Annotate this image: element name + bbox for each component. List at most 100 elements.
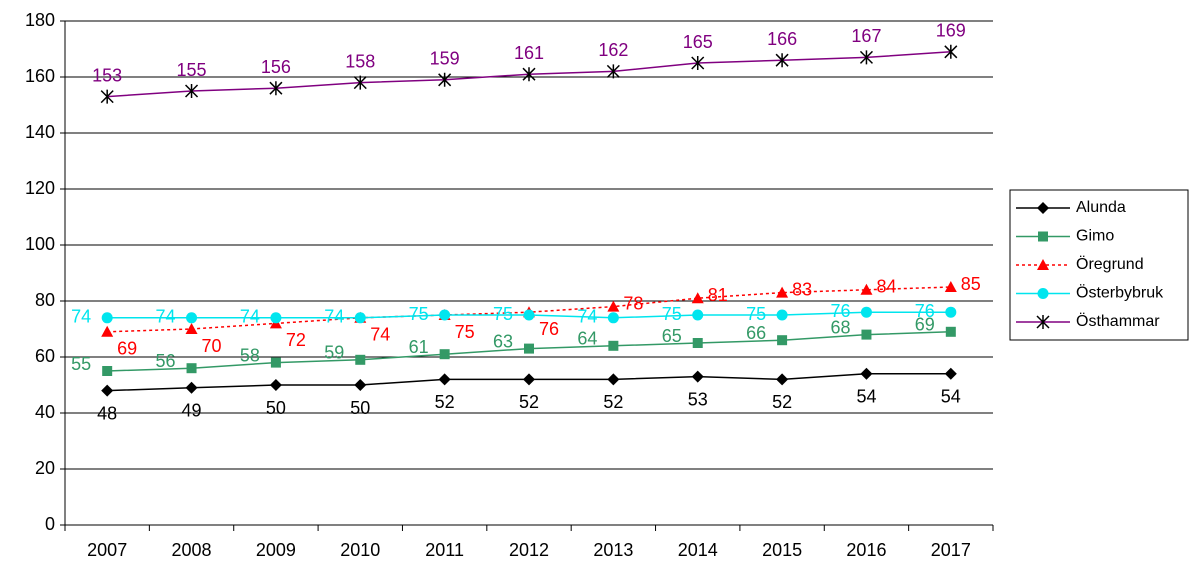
data-label: 158: [345, 51, 375, 71]
y-tick-label: 100: [25, 234, 55, 254]
data-label: 50: [350, 398, 370, 418]
point: [524, 343, 534, 354]
point: [523, 373, 535, 386]
data-label: 48: [97, 403, 117, 423]
data-label: 76: [539, 319, 559, 339]
point: [859, 50, 873, 65]
point: [607, 373, 620, 386]
y-tick-label: 20: [35, 458, 55, 478]
point: [102, 366, 113, 376]
x-tick-label: 2011: [425, 540, 464, 560]
point: [775, 53, 789, 68]
data-label: 75: [409, 304, 429, 324]
point: [944, 367, 957, 380]
data-label: 74: [240, 307, 260, 327]
legend-marker: [1037, 259, 1049, 270]
data-label: 162: [598, 40, 628, 60]
data-label: 78: [623, 293, 643, 313]
point: [860, 306, 872, 318]
data-label: 61: [409, 337, 429, 357]
point: [608, 340, 619, 351]
data-label: 153: [92, 65, 122, 85]
x-tick-label: 2007: [87, 540, 127, 560]
legend-label: Öregrund: [1076, 255, 1144, 273]
point: [101, 325, 114, 337]
data-label: 74: [577, 307, 597, 327]
legend-label: Österbybruk: [1076, 284, 1164, 302]
x-tick-label: 2015: [762, 540, 802, 560]
data-label: 54: [941, 387, 961, 407]
data-label: 63: [493, 331, 513, 351]
point: [607, 300, 620, 312]
data-label: 52: [772, 392, 792, 412]
point: [270, 312, 282, 324]
point: [185, 84, 199, 98]
x-tick-label: 2009: [256, 540, 296, 560]
data-label: 49: [182, 401, 202, 421]
point: [270, 357, 281, 368]
data-label: 84: [876, 277, 896, 297]
x-tick-label: 2016: [846, 540, 886, 560]
data-label: 52: [603, 392, 623, 412]
data-label: 74: [156, 307, 176, 327]
point: [438, 72, 452, 87]
data-label: 64: [577, 329, 597, 349]
legend-label: Alunda: [1076, 199, 1126, 216]
y-tick-label: 0: [45, 514, 55, 534]
point: [691, 292, 704, 304]
y-tick-label: 120: [25, 178, 55, 198]
data-label: 70: [202, 336, 222, 356]
data-label: 75: [746, 304, 766, 324]
point: [101, 312, 113, 324]
data-label: 58: [240, 345, 260, 365]
x-tick-label: 2012: [509, 540, 549, 560]
data-label: 74: [370, 325, 390, 345]
data-label: 52: [519, 392, 539, 412]
point: [522, 67, 536, 82]
data-label: 76: [830, 301, 850, 321]
legend-label: Östhammar: [1076, 312, 1160, 330]
point: [523, 309, 535, 321]
point: [776, 373, 789, 386]
legend-box: [1009, 189, 1189, 341]
point: [692, 309, 704, 321]
point: [100, 89, 114, 104]
data-label: 50: [266, 398, 286, 418]
data-label: 165: [683, 32, 713, 52]
y-tick-label: 60: [35, 346, 55, 366]
data-label: 75: [493, 304, 513, 324]
data-label: 159: [430, 49, 460, 69]
legend-marker: [1038, 231, 1048, 242]
y-tick-label: 40: [35, 402, 55, 422]
point: [607, 312, 619, 324]
data-label: 155: [177, 60, 207, 80]
point: [606, 64, 620, 79]
data-label: 76: [915, 301, 935, 321]
data-label: 55: [71, 354, 91, 374]
point: [101, 384, 114, 397]
data-label: 167: [851, 26, 881, 46]
x-tick-label: 2010: [340, 540, 380, 560]
point: [439, 309, 451, 321]
data-label: 54: [856, 387, 876, 407]
point: [860, 283, 873, 295]
data-label: 69: [915, 315, 935, 335]
data-label: 69: [117, 339, 137, 359]
data-label: 83: [792, 279, 812, 299]
legend-marker: [1037, 288, 1049, 299]
point: [355, 354, 366, 365]
legend-marker: [1037, 202, 1049, 214]
point: [185, 381, 198, 394]
point: [353, 75, 367, 90]
data-label: 59: [324, 343, 344, 363]
x-tick-label: 2008: [172, 540, 212, 560]
y-tick-label: 140: [25, 122, 55, 142]
point: [269, 379, 282, 391]
point: [185, 323, 198, 334]
x-tick-label: 2017: [931, 540, 971, 560]
data-label: 75: [455, 322, 475, 342]
y-tick-label: 180: [25, 10, 55, 30]
data-label: 72: [286, 330, 306, 350]
legend-marker: [1036, 315, 1050, 329]
